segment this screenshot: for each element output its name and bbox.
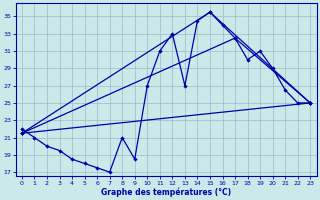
X-axis label: Graphe des températures (°C): Graphe des températures (°C) xyxy=(101,187,231,197)
